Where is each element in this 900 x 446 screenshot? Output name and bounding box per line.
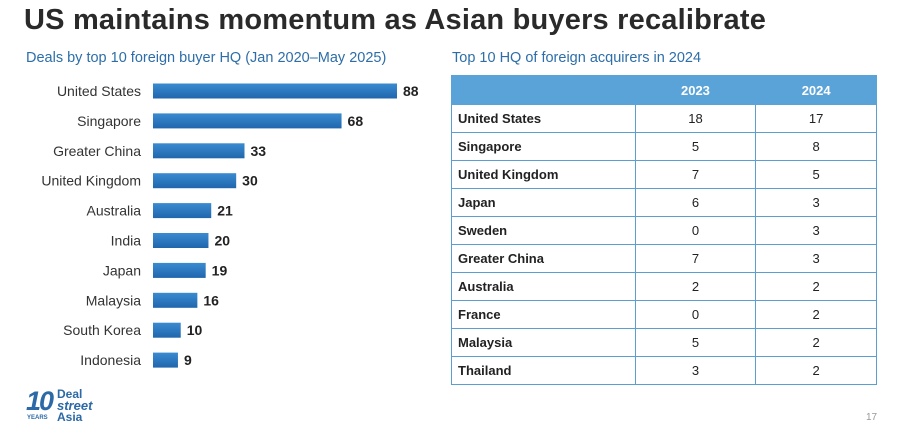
bar-category-label: United States: [57, 83, 141, 99]
table-cell-country: Japan: [451, 188, 636, 217]
table-cell-country: Sweden: [451, 216, 636, 245]
page-number: 17: [866, 412, 878, 423]
bar-value-label: 30: [242, 173, 258, 189]
bar-value-label: 68: [348, 113, 364, 129]
table-cell-2024: 17: [755, 104, 877, 133]
logo-ten: 10: [26, 386, 54, 416]
table-header-2024: 2024: [755, 75, 877, 105]
bar-value-label: 19: [212, 262, 228, 278]
table-cell-2023: 0: [634, 300, 757, 329]
table-cell-country: France: [451, 300, 636, 329]
bar: [153, 113, 342, 129]
logo-asia: Asia: [57, 410, 83, 424]
bar: [153, 83, 397, 99]
bar: [153, 203, 212, 219]
chart-title: Deals by top 10 foreign buyer HQ (Jan 20…: [26, 50, 387, 66]
table-row: Singapore 5 8: [451, 132, 877, 161]
bar-value-label: 20: [214, 233, 230, 249]
table-cell-2023: 6: [634, 188, 757, 217]
table-row: France 0 2: [451, 300, 877, 329]
table-cell-2024: 3: [755, 244, 877, 273]
bar-value-label: 21: [217, 203, 233, 219]
table-cell-2023: 5: [634, 328, 757, 357]
bar: [153, 292, 198, 308]
table-cell-2024: 2: [755, 328, 877, 357]
table-title: Top 10 HQ of foreign acquirers in 2024: [452, 50, 702, 66]
bar-category-label: India: [111, 233, 142, 249]
hq-table: 2023 2024 United States 18 17 Singapore 5 8 Un…: [451, 75, 877, 385]
page-title: US maintains momentum as Asian buyers re…: [24, 4, 767, 36]
bar-category-label: Malaysia: [86, 292, 141, 308]
table-header-row: 2023 2024: [451, 75, 877, 105]
table-cell-2023: 7: [634, 244, 757, 273]
table-row: Japan 6 3: [451, 188, 877, 217]
table-cell-2023: 3: [634, 356, 757, 385]
table-row: Sweden 0 3: [451, 216, 877, 245]
bar: [153, 233, 209, 248]
bar: [153, 322, 181, 338]
bar-category-label: Singapore: [77, 113, 141, 129]
table-cell-country: United Kingdom: [451, 160, 636, 189]
dealstreetasia-logo: 10 YEARS Deal street Asia: [26, 386, 126, 426]
bar-value-label: 10: [187, 322, 203, 338]
table-cell-country: Malaysia: [451, 328, 636, 357]
bar-category-label: Greater China: [53, 143, 141, 159]
bar: [153, 143, 245, 159]
table-cell-2024: 2: [755, 272, 877, 301]
table-cell-2024: 3: [755, 188, 877, 217]
bar-category-label: South Korea: [63, 322, 141, 338]
table-header-2023: 2023: [634, 75, 757, 105]
table-cell-2024: 3: [755, 216, 877, 245]
table-cell-country: Thailand: [451, 356, 636, 385]
logo-deal: Deal: [57, 387, 83, 401]
bar: [153, 352, 178, 368]
table-cell-country: Greater China: [451, 244, 636, 273]
bar: [153, 173, 237, 189]
table-row: Malaysia 5 2: [451, 328, 877, 357]
table-cell-country: United States: [451, 104, 636, 133]
bar-value-label: 33: [251, 143, 267, 159]
table-cell-2023: 5: [634, 132, 757, 161]
table-row: Thailand 3 2: [451, 356, 877, 385]
table-header-blank: [451, 75, 636, 105]
bar-value-label: 88: [403, 83, 419, 99]
logo-street: street: [57, 398, 93, 413]
table-cell-country: Singapore: [451, 132, 636, 161]
logo-years: YEARS: [27, 415, 48, 421]
bar-category-label: Indonesia: [80, 352, 141, 368]
table-cell-2024: 2: [755, 356, 877, 385]
table-cell-2023: 0: [634, 216, 757, 245]
bar-chart: United States 88 Singapore 68 Greater China 3…: [41, 83, 419, 368]
bar: [153, 262, 206, 278]
bar-value-label: 16: [203, 292, 219, 308]
table-row: Australia 2 2: [451, 272, 877, 301]
table-cell-2023: 7: [634, 160, 757, 189]
table-cell-2024: 8: [755, 132, 877, 161]
table-cell-2023: 18: [634, 104, 757, 133]
table-cell-country: Australia: [451, 272, 636, 301]
table-row: Greater China 7 3: [451, 244, 877, 273]
bar-value-label: 9: [184, 352, 192, 368]
table-row: United States 18 17: [451, 104, 877, 133]
bar-category-label: Japan: [103, 262, 141, 278]
table-cell-2024: 5: [755, 160, 877, 189]
table-row: United Kingdom 7 5: [451, 160, 877, 189]
table-cell-2023: 2: [634, 272, 757, 301]
table-cell-2024: 2: [755, 300, 877, 329]
bar-category-label: Australia: [87, 203, 142, 219]
bar-category-label: United Kingdom: [41, 173, 141, 189]
